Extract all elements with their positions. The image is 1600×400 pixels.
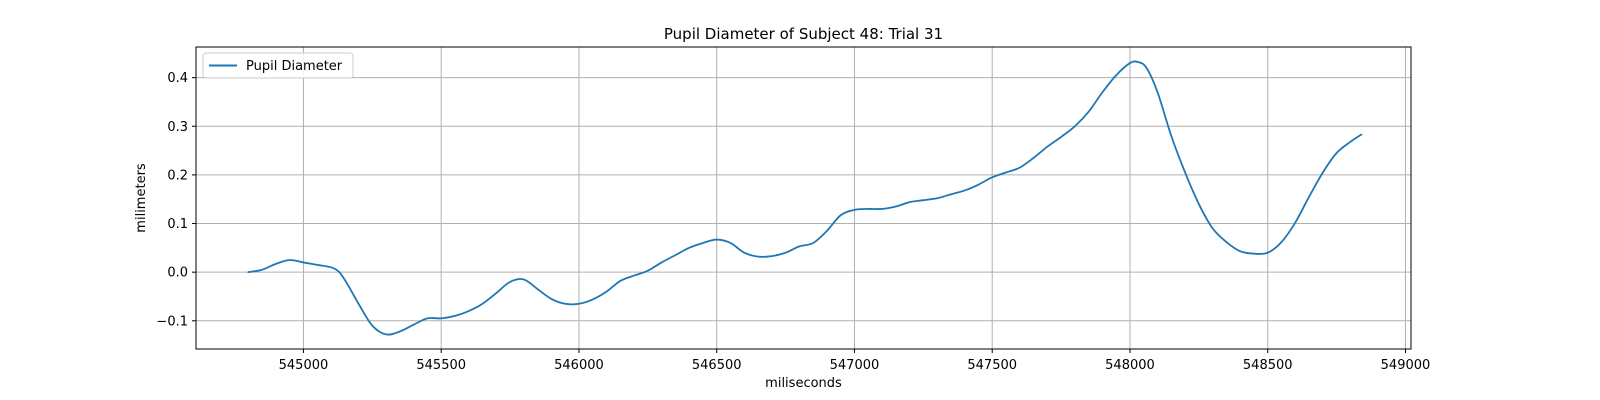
chart-title: Pupil Diameter of Subject 48: Trial 31	[664, 25, 943, 43]
legend-label: Pupil Diameter	[246, 59, 343, 74]
plot-area-frame	[195, 46, 1412, 350]
x-tick-label: 548500	[1243, 358, 1293, 373]
y-tick-label: 0.1	[167, 217, 188, 232]
tick-layer: 545000 545500 546000 546500 547000 547500 5480…	[156, 71, 1430, 373]
series-line-pupil-diameter	[247, 60, 1363, 336]
y-tick-label: 0.2	[167, 168, 188, 183]
x-tick-label: 547000	[830, 358, 880, 373]
x-tick-label: 549000	[1381, 358, 1431, 373]
y-axis-label: milimeters	[134, 163, 149, 233]
x-tick-label: 545500	[416, 358, 466, 373]
x-tick-label: 546000	[554, 358, 604, 373]
y-tick-label: 0.4	[167, 71, 188, 86]
x-tick-label: 545000	[279, 358, 329, 373]
y-tick-label: −0.1	[156, 314, 188, 329]
x-tick-label: 547500	[967, 358, 1017, 373]
x-axis-label: miliseconds	[765, 376, 842, 391]
y-tick-label: 0.0	[167, 266, 188, 281]
grid-lines	[196, 47, 1411, 349]
x-tick-label: 546500	[692, 358, 742, 373]
legend: Pupil Diameter	[202, 52, 354, 79]
x-tick-label: 548000	[1105, 358, 1155, 373]
legend-box	[202, 52, 354, 79]
y-tick-label: 0.3	[167, 120, 188, 135]
series-layer	[247, 60, 1363, 336]
